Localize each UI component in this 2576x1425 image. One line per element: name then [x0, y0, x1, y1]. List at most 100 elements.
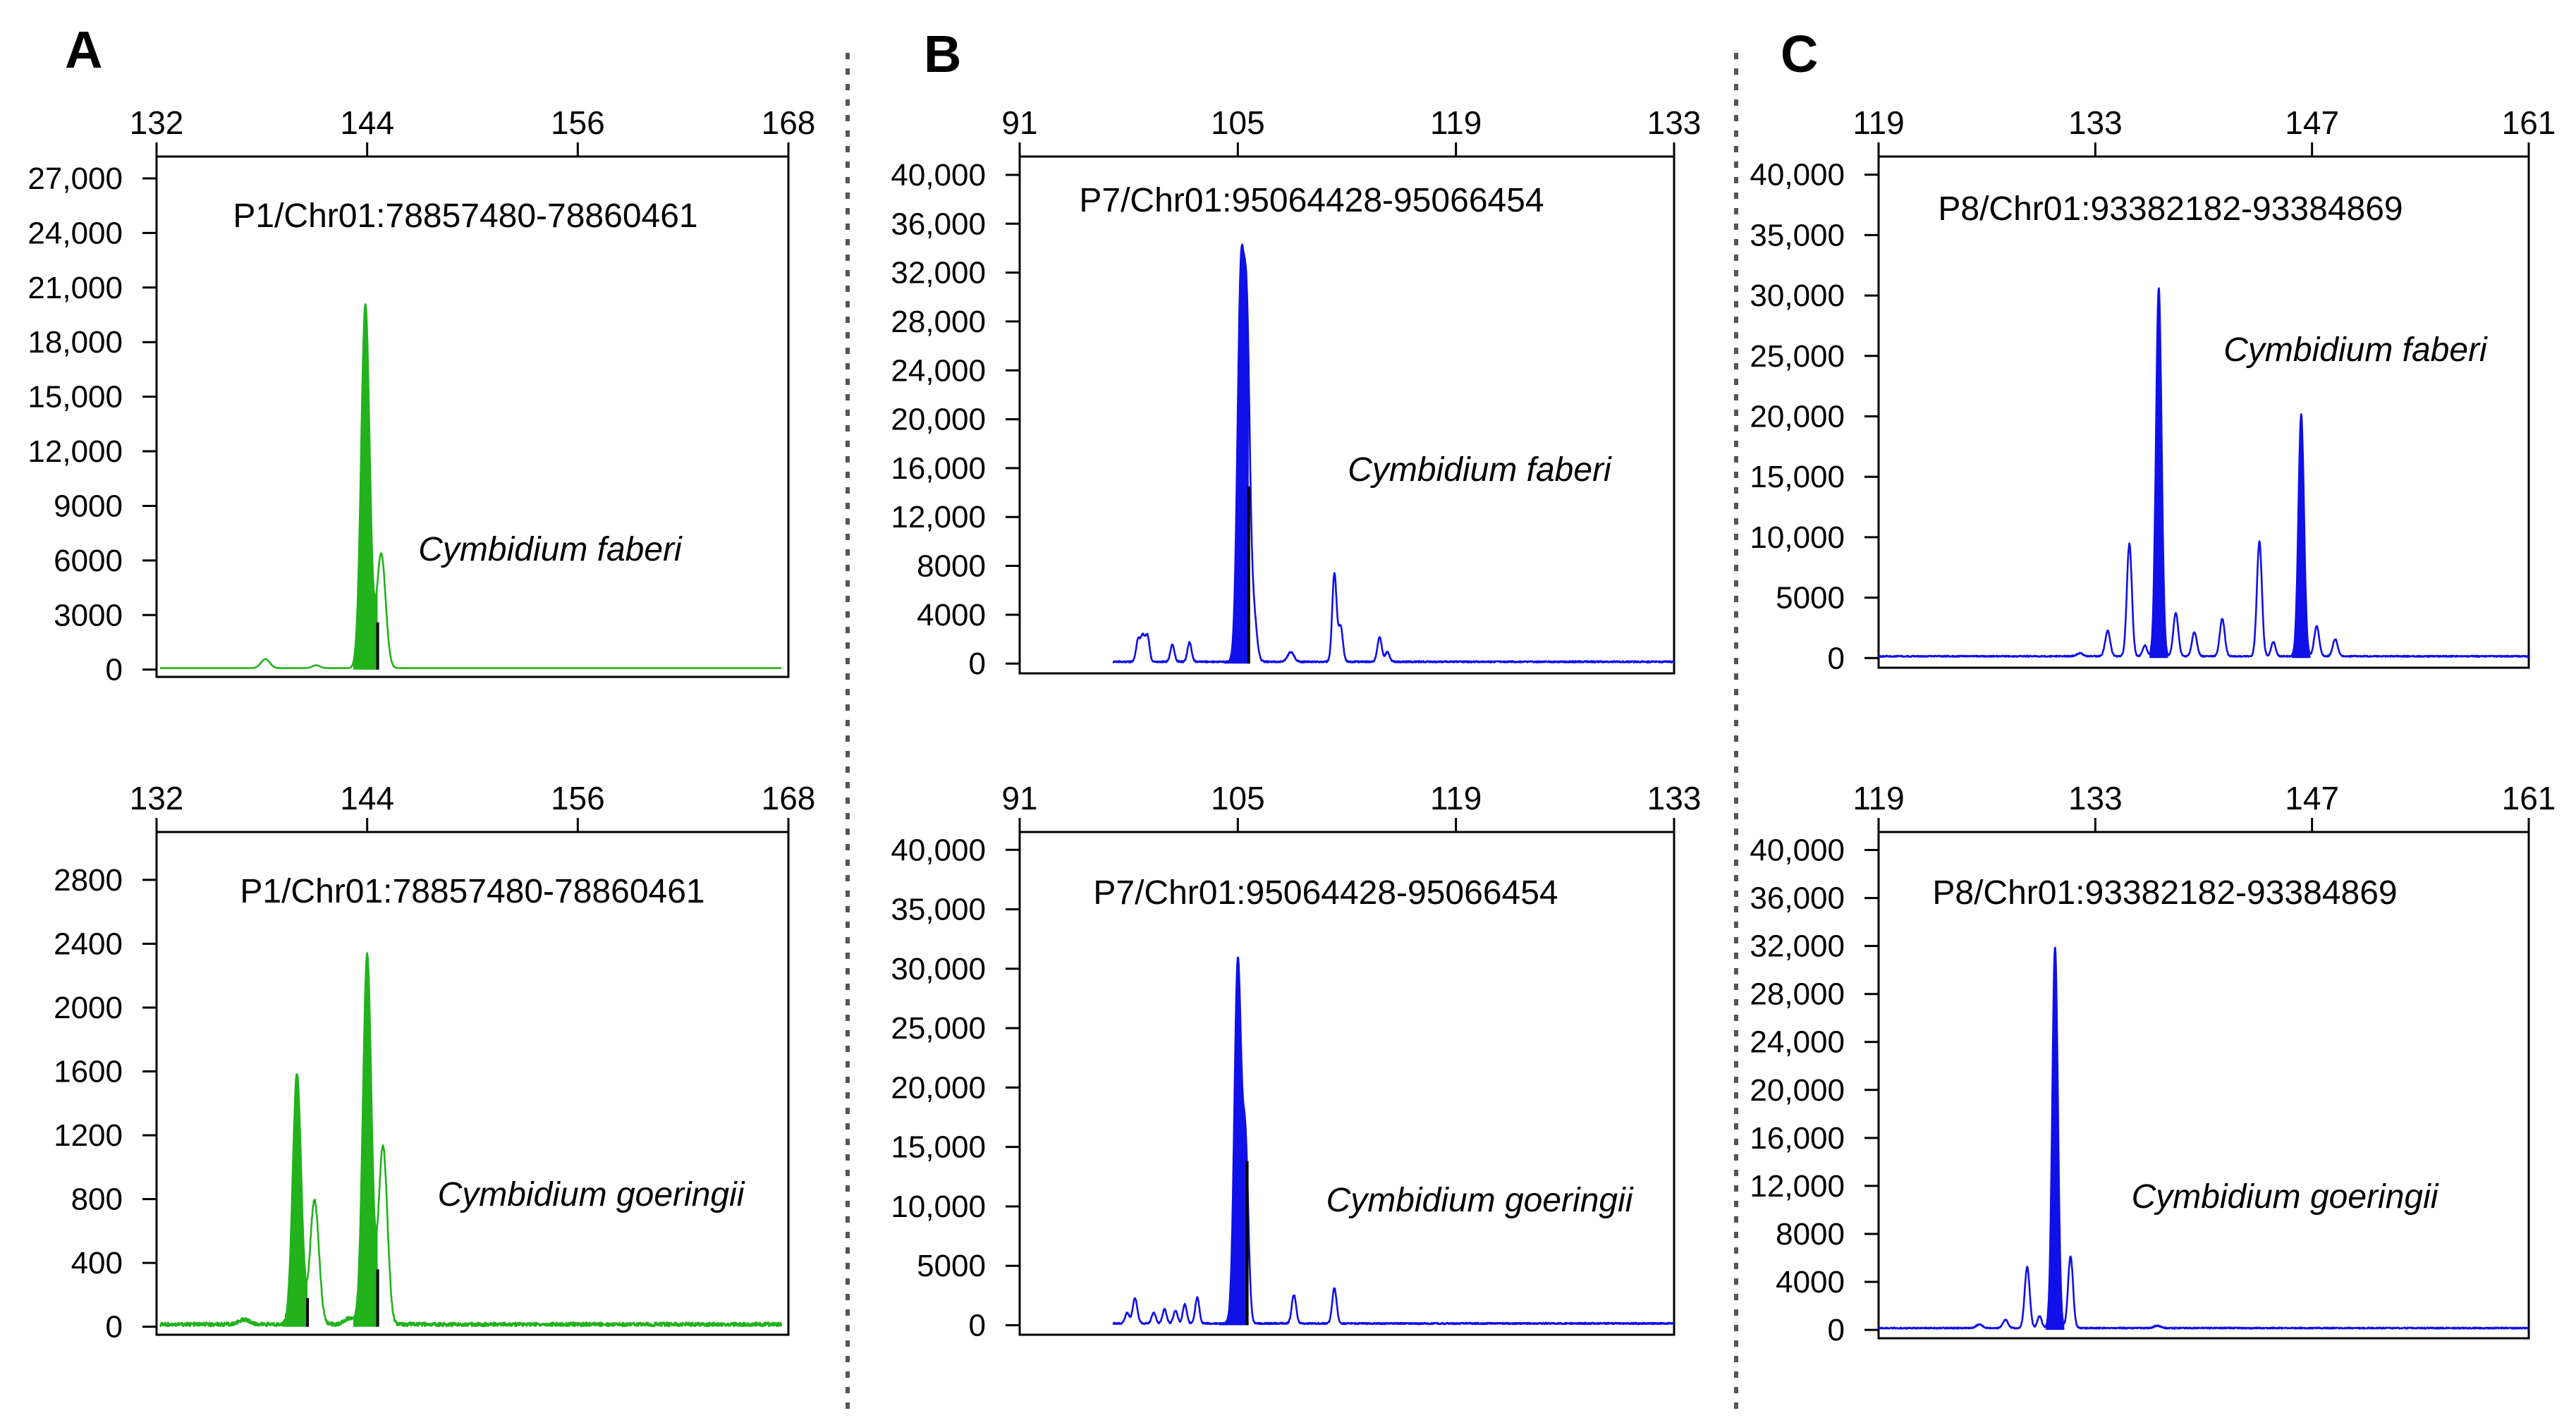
y-tick-label: 20,000 [891, 1070, 986, 1105]
y-tick-label: 2000 [54, 991, 123, 1025]
chart-a-goeringii: 132 144 156 168 0 400 800 1200 1600 2000 2400 2800 P… [54, 780, 815, 1345]
trace-line [1877, 287, 2529, 658]
trace-line [159, 303, 782, 669]
y-tick-label: 28,000 [1750, 977, 1845, 1012]
x-tick-label: 132 [130, 104, 184, 141]
y-tick-label: 12,000 [28, 434, 123, 469]
x-tick-label: 156 [551, 780, 605, 817]
x-tick-label: 144 [340, 780, 394, 817]
y-tick-label: 21,000 [28, 271, 123, 305]
y-tick-label: 4000 [1776, 1265, 1845, 1299]
species-label: Cymbidium faberi [2223, 331, 2488, 369]
y-tick-label: 40,000 [1750, 833, 1845, 868]
y-tick-label: 15,000 [28, 380, 123, 415]
y-tick-label: 3000 [54, 598, 123, 632]
y-tick-label: 24,000 [28, 216, 123, 250]
peak-fill [353, 304, 378, 670]
y-tick-label: 30,000 [891, 952, 986, 986]
x-tick-label: 105 [1211, 104, 1265, 141]
y-tick-label: 8000 [1776, 1217, 1845, 1252]
x-tick-label: 119 [1430, 104, 1482, 141]
x-tick-label: 147 [2285, 104, 2339, 141]
peak-fill [2149, 288, 2168, 659]
x-tick-label: 132 [130, 780, 184, 817]
y-tick-label: 4000 [917, 598, 986, 632]
plot-frame [1877, 155, 2530, 669]
panel-label-a: A [65, 20, 102, 79]
y-tick-label: 28,000 [891, 305, 986, 339]
chart-c-goeringii: 119 133 147 161 0 4000 8000 12,000 16,000 20,000 2… [1750, 780, 2556, 1347]
y-tick-label: 0 [106, 653, 123, 687]
x-tick-label: 156 [551, 104, 605, 141]
peak-fill [353, 953, 378, 1327]
y-tick-label: 30,000 [1750, 279, 1845, 313]
panel-label-b: B [924, 25, 961, 83]
y-tick-label: 10,000 [891, 1189, 986, 1224]
y-tick-label: 2800 [54, 863, 123, 898]
x-tick-label: 161 [2502, 780, 2556, 817]
y-tick-label: 8000 [917, 549, 986, 584]
y-tick-label: 400 [71, 1246, 123, 1280]
peak-fill [2292, 414, 2311, 659]
x-tick-label: 168 [762, 780, 816, 817]
x-tick-label: 144 [340, 104, 394, 141]
plot-frame [1877, 831, 2530, 1340]
chart-a-faberi: 132 144 156 168 0 3000 6000 9000 12,000 15,000 18,… [28, 104, 815, 687]
x-tick-label: 133 [2068, 104, 2123, 141]
chart-c-faberi: 119 133 147 161 0 5000 10,000 15,000 20,000 25,00… [1750, 104, 2556, 675]
y-tick-label: 2400 [54, 926, 123, 961]
y-tick-label: 27,000 [28, 161, 123, 196]
y-tick-label: 5000 [1776, 581, 1845, 616]
y-tick-label: 12,000 [891, 500, 986, 534]
x-tick-label: 105 [1211, 780, 1265, 817]
y-tick-label: 16,000 [891, 451, 986, 486]
x-tick-label: 119 [1852, 780, 1904, 817]
peak-fill [1223, 244, 1249, 664]
y-tick-label: 1600 [54, 1055, 123, 1089]
trace-line [1112, 956, 1675, 1326]
y-tick-label: 36,000 [1750, 881, 1845, 916]
plot-frame [155, 155, 790, 678]
chart-title: P8/Chr01:93382182-93384869 [1938, 190, 2403, 228]
x-tick-label: 133 [1647, 780, 1702, 817]
y-tick-label: 20,000 [1750, 1073, 1845, 1108]
y-tick-label: 25,000 [891, 1011, 986, 1046]
species-label: Cymbidium goeringii [438, 1176, 745, 1213]
peak-fill [283, 1074, 307, 1327]
y-tick-label: 20,000 [1750, 399, 1845, 434]
x-tick-label: 133 [1647, 104, 1702, 141]
chart-title: P8/Chr01:93382182-93384869 [1932, 874, 2397, 912]
chart-title: P1/Chr01:78857480-78860461 [240, 873, 704, 910]
chart-title: P7/Chr01:95064428-95066454 [1079, 182, 1544, 219]
chart-b-goeringii: 91 105 119 133 0 5000 10,000 15,000 20,000 25,000… [891, 780, 1701, 1343]
y-tick-label: 10,000 [1750, 520, 1845, 555]
y-tick-label: 6000 [54, 544, 123, 578]
y-tick-label: 40,000 [891, 833, 986, 867]
y-tick-label: 35,000 [891, 893, 986, 927]
plot-frame [1018, 831, 1675, 1336]
y-tick-label: 1200 [54, 1118, 123, 1153]
chart-title: P7/Chr01:95064428-95066454 [1093, 874, 1558, 912]
y-tick-label: 9000 [54, 489, 123, 523]
x-tick-label: 161 [2502, 104, 2556, 141]
x-tick-label: 168 [762, 104, 816, 141]
trace-line [1112, 243, 1675, 663]
y-tick-label: 0 [1828, 1313, 1845, 1347]
y-tick-label: 40,000 [1750, 158, 1845, 192]
x-tick-label: 119 [1852, 104, 1904, 141]
x-tick-label: 147 [2285, 780, 2339, 817]
y-tick-label: 20,000 [891, 403, 986, 437]
species-label: Cymbidium goeringii [1326, 1182, 1634, 1219]
y-tick-label: 36,000 [891, 207, 986, 241]
y-tick-label: 16,000 [1750, 1121, 1845, 1156]
x-tick-label: 91 [1001, 780, 1037, 817]
y-tick-label: 5000 [917, 1249, 986, 1283]
y-tick-label: 35,000 [1750, 218, 1845, 252]
plot-frame [155, 831, 790, 1336]
species-label: Cymbidium faberi [1348, 451, 1612, 489]
peak-fill [1219, 957, 1247, 1326]
trace-line [159, 952, 783, 1328]
y-tick-label: 12,000 [1750, 1169, 1845, 1204]
y-tick-label: 0 [106, 1310, 123, 1345]
